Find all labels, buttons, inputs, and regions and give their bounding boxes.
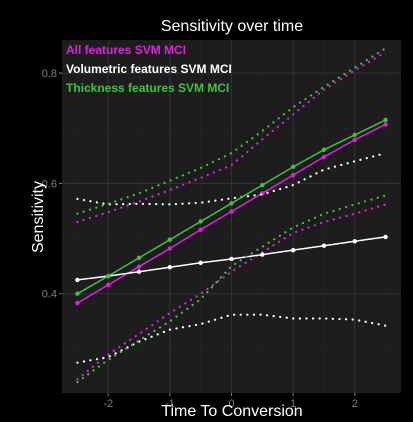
data-point	[198, 260, 203, 266]
data-point	[198, 227, 203, 232]
y-axis-ticks: 0.4 0.6 0.8	[42, 68, 62, 301]
data-point	[167, 246, 173, 251]
data-point	[198, 219, 203, 224]
series-thickness-features-svm-mci	[75, 47, 388, 384]
data-point	[352, 132, 357, 138]
data-point	[75, 291, 80, 296]
data-point	[167, 237, 173, 242]
data-point	[290, 164, 296, 170]
confidence-bound-lower	[76, 203, 387, 381]
legend-item-volumetric-features: Volumetric features SVM MCI	[66, 62, 232, 76]
confidence-bound-upper	[76, 152, 387, 206]
data-point	[321, 154, 327, 160]
data-point	[383, 122, 388, 127]
confidence-bound-upper	[76, 47, 387, 215]
y-tick-label: 0.4	[42, 289, 57, 301]
data-point	[352, 239, 357, 244]
confidence-bound-lower	[76, 194, 387, 384]
data-point	[229, 256, 234, 262]
data-point	[321, 243, 327, 248]
data-point	[352, 137, 357, 143]
data-point	[383, 234, 388, 240]
x-tick-label: 1	[290, 398, 296, 410]
y-axis-title: Sensitivity	[30, 181, 47, 253]
data-point	[321, 147, 327, 152]
legend-item-thickness-features: Thickness features SVM MCI	[66, 81, 229, 95]
data-point	[290, 172, 296, 178]
legend-item-all-features: All features SVM MCI	[66, 43, 186, 57]
data-point	[229, 201, 234, 206]
data-point	[75, 300, 80, 306]
y-tick-label: 0.6	[42, 178, 57, 190]
data-point	[106, 282, 111, 288]
confidence-bound-upper	[76, 50, 387, 224]
x-tick-label: 0	[228, 398, 234, 410]
data-point	[136, 255, 142, 261]
gridlines	[62, 40, 401, 393]
data-point	[260, 252, 265, 257]
x-tick-label: -1	[165, 398, 175, 410]
data-point	[229, 209, 234, 214]
chart-title: Sensitivity over time	[161, 18, 303, 35]
data-point	[290, 247, 296, 253]
x-axis-title: Time To Conversion	[161, 403, 302, 420]
data-point	[136, 269, 142, 274]
data-point	[106, 273, 111, 279]
data-point	[136, 264, 142, 269]
series-layer	[75, 47, 388, 384]
legend: All features SVM MCI Volumetric features…	[66, 43, 232, 95]
data-point	[167, 265, 173, 270]
y-tick-label: 0.8	[42, 68, 57, 80]
x-axis-ticks: -2 -1 0 1 2	[103, 393, 358, 410]
x-tick-label: -2	[103, 398, 113, 410]
x-tick-label: 2	[352, 398, 358, 410]
data-point	[75, 277, 80, 283]
data-point	[260, 182, 265, 188]
data-point	[383, 117, 388, 123]
